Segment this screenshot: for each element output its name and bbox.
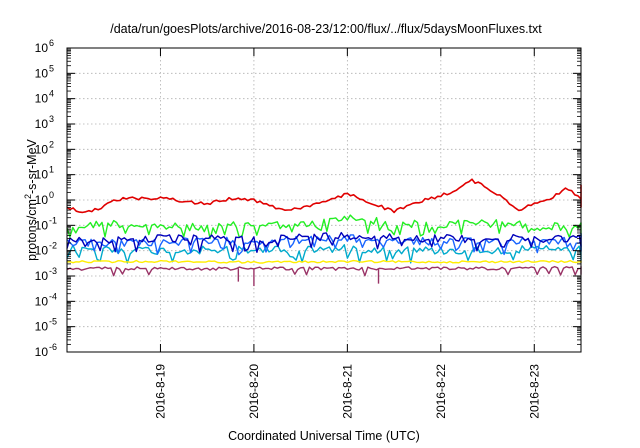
y-tick-base: 10: [35, 117, 49, 131]
y-tick-exponent: -2: [49, 241, 57, 251]
y-tick-exponent: 6: [49, 38, 54, 48]
chart-title: /data/run/goesPlots/archive/2016-08-23/1…: [110, 22, 542, 36]
series-line: [66, 259, 582, 264]
y-tick-base: 10: [35, 244, 49, 258]
x-tick-label: 2016-8-23: [527, 364, 541, 419]
x-tick-label: 2016-8-22: [434, 364, 448, 419]
y-axis-label-sup: 2: [23, 194, 33, 199]
y-tick-labels: 10-610-510-410-310-210-11001011021031041…: [35, 38, 57, 359]
y-tick-label: 10-2: [35, 241, 57, 258]
y-tick-base: 10: [35, 92, 49, 106]
x-tick-label: 2016-8-19: [153, 364, 167, 419]
y-tick-label: 104: [35, 89, 54, 106]
y-axis-label-base: protons/cm: [25, 199, 39, 261]
x-tick-label: 2016-8-20: [247, 364, 261, 419]
y-tick-exponent: -6: [49, 342, 57, 352]
y-tick-base: 10: [35, 41, 49, 55]
y-tick-label: 10-3: [35, 266, 57, 283]
x-tick-labels: 2016-8-19 2016-8-20 2016-8-21 2016-8-22 2016…: [153, 364, 541, 419]
y-tick-label: 10-5: [35, 317, 57, 334]
axis-ticks: [67, 47, 581, 353]
x-tick-label: 2016-8-21: [340, 364, 354, 419]
y-tick-base: 10: [35, 320, 49, 334]
grid: [67, 48, 581, 352]
y-tick-exponent: 5: [49, 63, 54, 73]
y-axis-label: protons/cm2-s-sr-MeV: [23, 138, 39, 260]
y-tick-exponent: 4: [49, 89, 54, 99]
y-tick-label: 105: [35, 63, 54, 80]
y-tick-label: 10-4: [35, 291, 57, 308]
series-group: [66, 178, 582, 287]
y-axis-label-rest: -s-sr-MeV: [25, 138, 39, 194]
y-tick-label: 106: [35, 38, 54, 55]
y-tick-exponent: -1: [49, 215, 57, 225]
series-line: [66, 178, 582, 214]
y-tick-label: 10-6: [35, 342, 57, 359]
y-tick-label: 10-1: [35, 215, 57, 232]
y-tick-exponent: -4: [49, 291, 57, 301]
y-tick-base: 10: [35, 269, 49, 283]
y-tick-exponent: 2: [49, 139, 54, 149]
y-tick-label: 103: [35, 114, 54, 131]
y-tick-label: 100: [35, 190, 54, 207]
y-tick-exponent: -5: [49, 317, 57, 327]
x-axis-label: Coordinated Universal Time (UTC): [228, 429, 420, 443]
series-line: [66, 265, 582, 277]
y-tick-exponent: 1: [49, 165, 54, 175]
series-line: [66, 231, 582, 253]
y-tick-exponent: 3: [49, 114, 54, 124]
y-tick-base: 10: [35, 345, 49, 359]
y-tick-exponent: 0: [49, 190, 54, 200]
y-tick-label: 102: [35, 139, 54, 156]
y-tick-base: 10: [35, 168, 49, 182]
y-tick-base: 10: [35, 193, 49, 207]
y-tick-base: 10: [35, 142, 49, 156]
y-tick-label: 101: [35, 165, 54, 182]
y-tick-base: 10: [35, 218, 49, 232]
y-tick-exponent: -3: [49, 266, 57, 276]
series-line: [66, 234, 582, 256]
y-tick-base: 10: [35, 66, 49, 80]
y-tick-base: 10: [35, 294, 49, 308]
series-line: [66, 214, 582, 240]
